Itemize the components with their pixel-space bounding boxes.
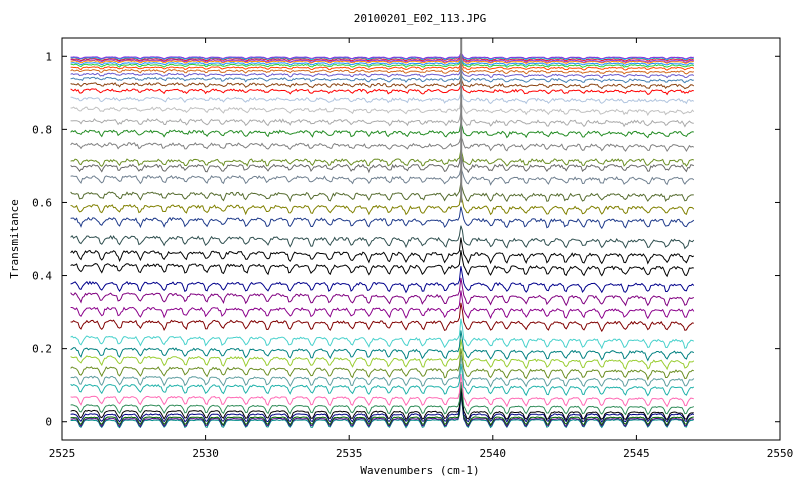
series-line	[70, 387, 694, 421]
series-line	[70, 374, 694, 408]
series-line	[70, 112, 694, 128]
series-line	[70, 355, 695, 388]
chart-title: 20100201_E02_113.JPG	[354, 12, 486, 25]
series-line	[70, 330, 695, 362]
x-tick-label: 2545	[623, 447, 650, 460]
series-group	[70, 38, 695, 429]
series-line	[70, 76, 695, 90]
series-line	[70, 363, 695, 397]
series-line	[70, 237, 695, 265]
x-tick-label: 2550	[767, 447, 794, 460]
series-line	[70, 392, 694, 426]
series-line	[70, 225, 695, 250]
series-line	[70, 277, 695, 307]
y-tick-label: 0.4	[32, 270, 52, 283]
series-line	[70, 61, 695, 71]
y-tick-label: 1	[45, 50, 52, 63]
series-line	[70, 59, 695, 68]
x-axis: 2525 2530 2535 2540 2545 2550	[49, 38, 794, 460]
series-line	[70, 57, 694, 67]
y-tick-label: 0.6	[32, 196, 52, 209]
y-axis-label: Transmitance	[8, 199, 21, 278]
series-line	[70, 266, 695, 294]
series-line	[70, 121, 694, 139]
series-line	[70, 64, 694, 75]
x-tick-label: 2525	[49, 447, 76, 460]
y-tick-label: 0.2	[32, 343, 52, 356]
y-axis: 0 0.2 0.4 0.6 0.8 1	[32, 50, 780, 429]
series-line	[70, 250, 694, 278]
series-line	[70, 339, 695, 371]
series-line	[70, 72, 694, 84]
series-line	[70, 135, 695, 153]
x-tick-label: 2540	[480, 447, 507, 460]
x-tick-label: 2535	[336, 447, 363, 460]
series-line	[70, 99, 695, 117]
series-line	[70, 348, 694, 381]
x-tick-label: 2530	[192, 447, 219, 460]
series-line	[70, 206, 695, 230]
series-line	[70, 55, 694, 64]
series-line	[70, 393, 694, 428]
series-line	[70, 194, 695, 216]
series-line	[70, 318, 695, 350]
series-line	[70, 389, 695, 424]
y-tick-label: 0	[45, 416, 52, 429]
y-tick-label: 0.8	[32, 123, 52, 136]
series-line	[70, 395, 694, 429]
series-line	[70, 381, 694, 416]
x-axis-label: Wavenumbers (cm-1)	[360, 464, 479, 477]
series-line	[70, 90, 695, 105]
series-line	[70, 52, 694, 60]
series-line	[70, 53, 694, 62]
series-line	[70, 290, 695, 320]
series-line	[70, 149, 694, 167]
plot-frame	[61, 37, 781, 441]
series-line	[70, 166, 695, 186]
series-line	[70, 67, 695, 79]
series-line	[70, 302, 694, 333]
series-line	[70, 182, 694, 203]
series-line	[70, 153, 694, 174]
series-line	[70, 83, 694, 96]
series-line	[70, 54, 694, 64]
